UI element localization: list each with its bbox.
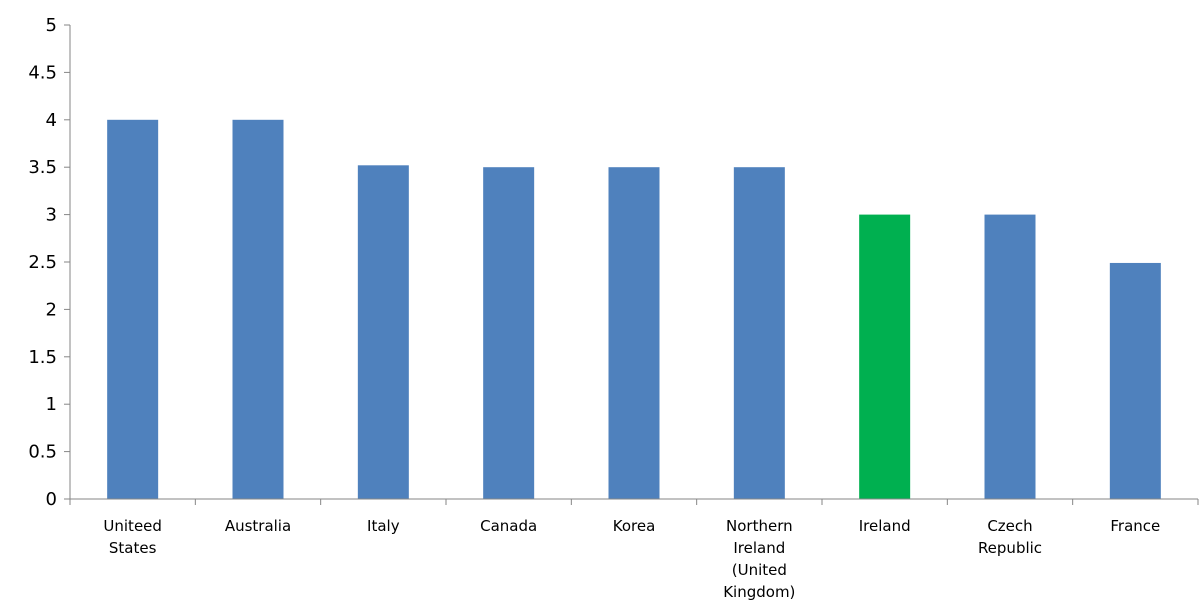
y-tick-label: 4 xyxy=(46,110,57,131)
x-tick-label: Canada xyxy=(480,517,537,535)
bar xyxy=(859,214,911,499)
x-axis: Uniteed States Australia Italy Canada Korea No… xyxy=(69,498,1199,601)
y-tick-label: 1.5 xyxy=(28,347,57,368)
x-tick-label-line: France xyxy=(1110,517,1160,535)
x-tick-label-line: Czech xyxy=(987,517,1032,535)
x-tick-label-line: Northern xyxy=(726,517,793,535)
x-tick-label: Uniteed States xyxy=(103,517,162,557)
x-tick-label: Italy xyxy=(367,517,400,535)
x-tick-label-line: Korea xyxy=(613,517,656,535)
bar xyxy=(608,167,660,499)
x-tick-label-line: Australia xyxy=(225,517,291,535)
y-tick-label: 3 xyxy=(46,205,57,226)
x-tick-label-line: Kingdom) xyxy=(723,583,795,601)
y-tick-label: 4.5 xyxy=(28,62,57,83)
x-tick-label-line: Ireland xyxy=(733,539,785,557)
bars xyxy=(107,119,1161,500)
y-tick-label: 0.5 xyxy=(28,442,57,463)
x-tick-label-line: States xyxy=(109,539,157,557)
y-tick-label: 2 xyxy=(46,299,57,320)
x-tick-label: Australia xyxy=(225,517,291,535)
x-tick-label-line: Ireland xyxy=(859,517,911,535)
x-tick-label: Czech Republic xyxy=(978,517,1042,557)
x-tick-label: Northern Ireland (United Kingdom) xyxy=(723,517,795,601)
x-tick-label: Korea xyxy=(613,517,656,535)
bar xyxy=(984,214,1036,499)
bar xyxy=(107,119,159,500)
x-tick-label-line: Uniteed xyxy=(103,517,162,535)
bar xyxy=(1109,262,1161,499)
y-tick-label: 2.5 xyxy=(28,252,57,273)
y-tick-label: 0 xyxy=(46,489,57,510)
y-axis: 0 0.5 1 1.5 2 2.5 3 3.5 4 4.5 5 xyxy=(28,15,71,510)
bar xyxy=(357,165,409,499)
x-tick-label: Ireland xyxy=(859,517,911,535)
y-tick-label: 3.5 xyxy=(28,157,57,178)
bar xyxy=(483,167,535,499)
x-tick-label-line: Italy xyxy=(367,517,400,535)
x-tick-label-line: (United xyxy=(732,561,787,579)
y-tick-label: 1 xyxy=(46,394,57,415)
y-tick-label: 5 xyxy=(46,15,57,36)
x-tick-label-line: Canada xyxy=(480,517,537,535)
bar xyxy=(733,167,785,499)
x-tick-label-line: Republic xyxy=(978,539,1042,557)
bar xyxy=(232,119,284,500)
x-tick-label: France xyxy=(1110,517,1160,535)
